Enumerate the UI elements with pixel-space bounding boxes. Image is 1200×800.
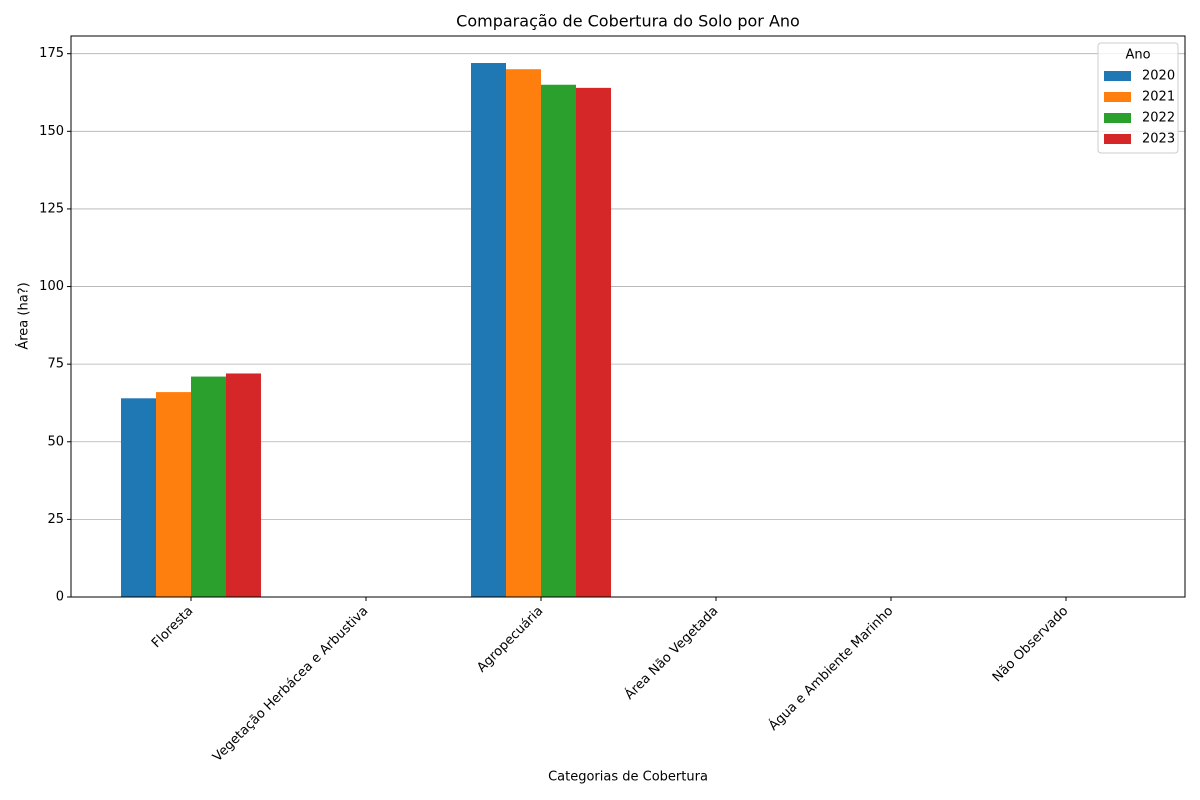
bar [541, 84, 576, 597]
bar [156, 392, 191, 597]
x-tick-label: Área Não Vegetada [621, 603, 721, 703]
bar [191, 376, 226, 597]
bar [576, 87, 611, 597]
bar [121, 398, 156, 597]
x-tick-label: Não Observado [990, 604, 1072, 686]
x-tick-label: Água e Ambiente Marinho [765, 603, 896, 734]
bar [226, 373, 261, 597]
legend-label: 2023 [1142, 132, 1175, 147]
y-axis-label: Área (ha?) [16, 282, 32, 349]
y-tick-label: 150 [39, 124, 64, 139]
legend-box [1097, 42, 1179, 154]
y-tick-label: 75 [47, 357, 64, 372]
legend-label: 2020 [1142, 69, 1175, 84]
x-tick-label: Agropecuária [474, 604, 546, 676]
legend-swatch [1104, 134, 1131, 144]
legend-swatch [1104, 71, 1131, 81]
bar [471, 63, 506, 598]
y-tick-label: 100 [39, 279, 64, 294]
y-tick-label: 50 [47, 434, 64, 449]
chart-title: Comparação de Cobertura do Solo por Ano [456, 12, 800, 31]
legend-label: 2021 [1142, 90, 1175, 105]
legend-swatch [1104, 92, 1131, 102]
x-tick-label: Floresta [149, 604, 196, 651]
bar [506, 69, 541, 598]
legend-label: 2022 [1142, 111, 1175, 126]
axes-frame [70, 35, 1186, 598]
y-tick-label: 0 [56, 590, 64, 605]
y-tick-label: 25 [47, 512, 64, 527]
y-tick-label: 125 [39, 201, 64, 216]
legend-swatch [1104, 113, 1131, 123]
x-axis-label: Categorias de Cobertura [548, 770, 708, 785]
y-tick-label: 175 [39, 46, 64, 61]
x-tick-label: Vegetação Herbácea e Arbustiva [210, 604, 371, 765]
legend-title: Ano [1125, 48, 1150, 63]
